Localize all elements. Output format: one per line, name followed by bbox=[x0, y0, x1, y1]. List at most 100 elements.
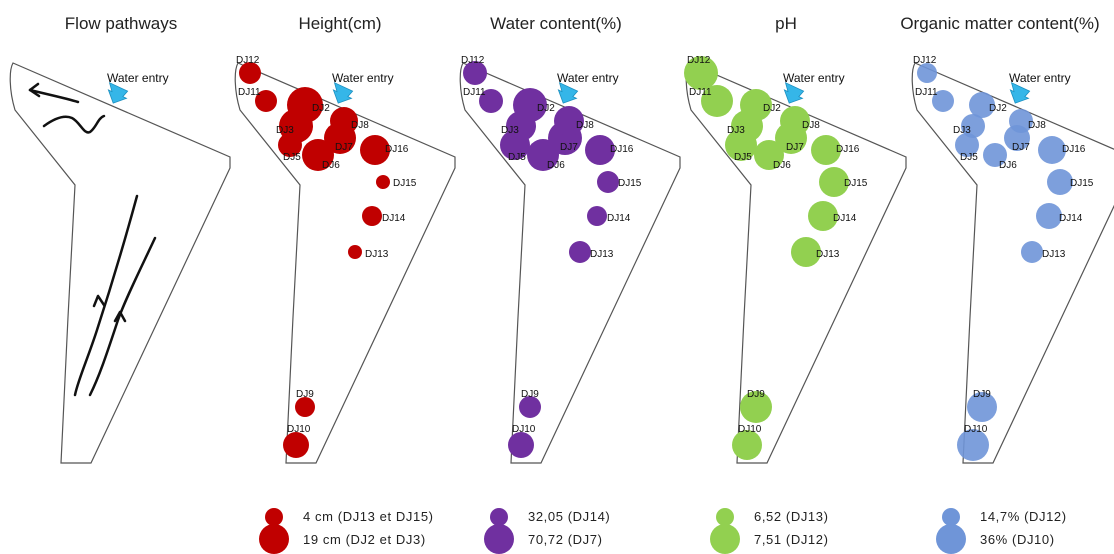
panel-water: Water entry DJ2 DJ3 DJ5 DJ6 DJ7 DJ8 DJ9 DJ10 DJ11… bbox=[459, 55, 681, 554]
flow-pathways-lines bbox=[28, 82, 157, 397]
legend-large-label: 19 cm (DJ2 et DJ3) bbox=[303, 532, 426, 547]
point-label-dj12: DJ12 bbox=[687, 55, 711, 66]
flow-line-long-1 bbox=[73, 194, 139, 397]
point-dj8 bbox=[554, 106, 584, 136]
point-dj11 bbox=[255, 90, 277, 112]
point-label-dj5: DJ5 bbox=[734, 152, 752, 163]
point-dj14 bbox=[587, 206, 607, 226]
point-dj11 bbox=[932, 90, 954, 112]
legend-small-label: 14,7% (DJ12) bbox=[980, 509, 1067, 524]
point-label-dj7: DJ7 bbox=[560, 142, 578, 153]
panel-height: Water entry DJ2 DJ3 DJ5 DJ6 DJ7 DJ8 DJ9 DJ10 DJ11… bbox=[234, 55, 456, 554]
point-dj5 bbox=[725, 129, 757, 161]
flow-arrow-top bbox=[28, 82, 41, 98]
point-label-dj6: DJ6 bbox=[773, 160, 791, 171]
point-dj5 bbox=[955, 133, 979, 157]
point-dj16 bbox=[585, 135, 615, 165]
legend-large-marker bbox=[936, 524, 966, 554]
point-dj10 bbox=[508, 432, 534, 458]
legend-water: 32,05 (DJ14) 70,72 (DJ7) bbox=[484, 508, 610, 554]
point-dj15 bbox=[819, 167, 849, 197]
point-dj10 bbox=[957, 429, 989, 461]
point-dj14 bbox=[1036, 203, 1062, 229]
flow-line-top bbox=[28, 88, 80, 104]
point-dj15 bbox=[597, 171, 619, 193]
panel-title-flow: Flow pathways bbox=[64, 14, 178, 33]
point-dj10 bbox=[732, 430, 762, 460]
point-label-dj8: DJ8 bbox=[351, 120, 369, 131]
legend-small-marker bbox=[942, 508, 960, 526]
point-dj6 bbox=[983, 143, 1007, 167]
point-dj14 bbox=[808, 201, 838, 231]
point-dj6 bbox=[302, 139, 334, 171]
point-dj5 bbox=[278, 133, 302, 157]
point-dj8 bbox=[1009, 109, 1033, 133]
point-label-dj15: DJ15 bbox=[618, 178, 642, 189]
point-dj14 bbox=[362, 206, 382, 226]
flow-line-long-2 bbox=[88, 236, 157, 397]
point-label-dj7: DJ7 bbox=[335, 142, 353, 153]
point-dj12 bbox=[684, 56, 718, 90]
point-dj9 bbox=[519, 396, 541, 418]
point-label-dj14: DJ14 bbox=[1059, 213, 1083, 224]
point-dj16 bbox=[1038, 136, 1066, 164]
water-entry-label: Water entry bbox=[783, 71, 845, 85]
legend-large-marker bbox=[259, 524, 289, 554]
point-label-dj15: DJ15 bbox=[844, 178, 868, 189]
point-label-dj7: DJ7 bbox=[1012, 142, 1030, 153]
legend-small-marker bbox=[265, 508, 283, 526]
point-dj10 bbox=[283, 432, 309, 458]
panel-ph: Water entry DJ2 DJ3 DJ5 DJ6 DJ7 DJ8 DJ9 DJ10 DJ11… bbox=[684, 55, 907, 554]
panel-om: Water entry DJ2 DJ3 DJ5 DJ6 DJ7 DJ8 DJ9 DJ10 DJ11… bbox=[911, 55, 1114, 554]
point-label-dj2: DJ2 bbox=[763, 103, 781, 114]
point-label-dj13: DJ13 bbox=[816, 249, 840, 260]
water-entry-arrow-icon bbox=[107, 81, 129, 104]
point-label-dj15: DJ15 bbox=[1070, 178, 1094, 189]
point-dj12 bbox=[917, 63, 937, 83]
point-dj13 bbox=[1021, 241, 1043, 263]
panel-title-water: Water content(%) bbox=[490, 14, 622, 33]
point-label-dj9: DJ9 bbox=[521, 389, 539, 400]
point-label-dj16: DJ16 bbox=[836, 144, 860, 155]
legend-ph: 6,52 (DJ13) 7,51 (DJ12) bbox=[710, 508, 829, 554]
legend-small-label: 6,52 (DJ13) bbox=[754, 509, 829, 524]
point-label-dj5: DJ5 bbox=[508, 152, 526, 163]
point-label-dj5: DJ5 bbox=[960, 152, 978, 163]
point-label-dj13: DJ13 bbox=[1042, 249, 1066, 260]
point-dj12 bbox=[463, 61, 487, 85]
point-label-dj12: DJ12 bbox=[913, 55, 937, 66]
point-label-dj5: DJ5 bbox=[283, 152, 301, 163]
point-dj8 bbox=[330, 107, 358, 135]
point-label-dj16: DJ16 bbox=[610, 144, 634, 155]
point-label-dj7: DJ7 bbox=[786, 142, 804, 153]
legend-large-label: 7,51 (DJ12) bbox=[754, 532, 829, 547]
point-dj9 bbox=[740, 391, 772, 423]
water-entry-arrow-icon bbox=[1009, 81, 1031, 104]
legend-small-marker bbox=[490, 508, 508, 526]
point-label-dj10: DJ10 bbox=[964, 424, 988, 435]
point-label-dj8: DJ8 bbox=[802, 120, 820, 131]
point-label-dj8: DJ8 bbox=[576, 120, 594, 131]
point-dj5 bbox=[500, 130, 530, 160]
point-dj15 bbox=[376, 175, 390, 189]
panel-title-om: Organic matter content(%) bbox=[900, 14, 1100, 33]
point-dj13 bbox=[791, 237, 821, 267]
legend-large-marker bbox=[484, 524, 514, 554]
legend-large-label: 36% (DJ10) bbox=[980, 532, 1055, 547]
point-dj11 bbox=[701, 85, 733, 117]
panel-title-height: Height(cm) bbox=[298, 14, 382, 33]
point-dj13 bbox=[348, 245, 362, 259]
point-dj6 bbox=[754, 140, 784, 170]
point-dj16 bbox=[811, 135, 841, 165]
point-dj9 bbox=[295, 397, 315, 417]
water-entry-label: Water entry bbox=[557, 71, 619, 85]
flow-arrow-down bbox=[92, 294, 106, 308]
panel-flow: Water entry bbox=[9, 62, 231, 464]
point-label-dj13: DJ13 bbox=[365, 249, 389, 260]
point-label-dj2: DJ2 bbox=[312, 103, 330, 114]
flow-arrow-up bbox=[113, 310, 127, 323]
point-label-dj16: DJ16 bbox=[1062, 144, 1086, 155]
point-dj3 bbox=[961, 114, 985, 138]
point-label-dj11: DJ11 bbox=[238, 87, 261, 98]
